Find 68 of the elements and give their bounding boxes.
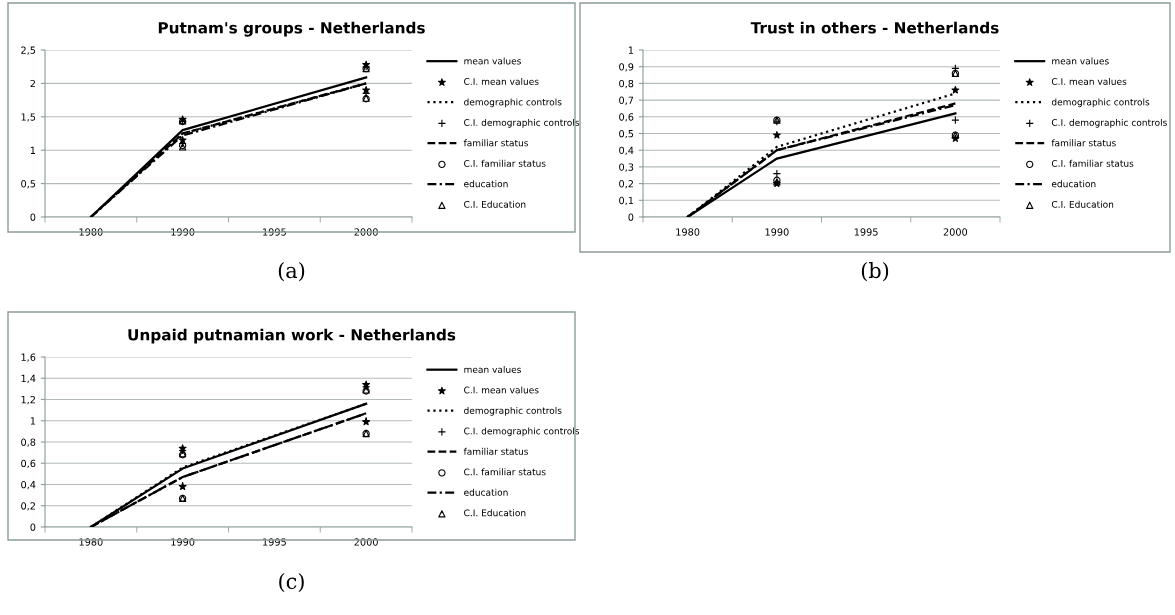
legend-label: demographic controls (1051, 98, 1150, 108)
y-tick-label: 0,9 (619, 63, 634, 72)
chart-title: Putnam's groups - Netherlands (158, 21, 425, 37)
x-tick-label: 1990 (171, 228, 195, 236)
x-tick-label: 1995 (854, 228, 878, 236)
y-tick-label: 0,2 (619, 180, 633, 189)
chart-title: Trust in others - Netherlands (750, 21, 999, 34)
x-tick-label: 1980 (79, 228, 103, 236)
x-tick-label: 2000 (354, 228, 378, 236)
legend-label: education (464, 488, 508, 496)
y-tick-label: 0,2 (21, 502, 35, 511)
y-tick-label: 0,8 (21, 438, 36, 447)
x-tick-label: 1990 (171, 538, 195, 546)
legend-label: education (1051, 180, 1096, 188)
legend-label: C.I. familiar status (464, 159, 546, 167)
text: (b) (861, 262, 889, 282)
y-tick-label: 2 (30, 79, 35, 88)
legend-label: C.I. familiar status (1051, 159, 1134, 167)
x-tick-label: 1980 (676, 228, 700, 236)
legend-label: C.I. familiar status (464, 468, 546, 476)
y-tick-label: 0,3 (619, 163, 634, 172)
y-tick-label: 0,4 (21, 480, 36, 490)
y-tick-label: 0,5 (619, 129, 634, 139)
text: (c) (279, 572, 304, 592)
legend-label: C.I. Education (464, 200, 526, 208)
legend-label: mean values (464, 365, 521, 373)
legend-label: demographic controls (464, 406, 562, 416)
x-tick-label: 2000 (354, 538, 378, 546)
y-tick-label: 0,5 (21, 180, 36, 189)
x-tick-label: 1995 (263, 538, 286, 546)
legend-label: C.I. demographic controls (1051, 118, 1167, 128)
legend-label: C.I. demographic controls (464, 118, 580, 128)
chart-title: Unpaid putnamian work - Netherlands (128, 328, 456, 344)
legend-label: C.I. Education (464, 509, 526, 517)
text: (a) (278, 262, 305, 282)
y-tick-label: 1 (30, 146, 36, 154)
y-tick-label: 1,6 (21, 353, 36, 362)
y-tick-label: 0,8 (619, 79, 634, 89)
y-tick-label: 0,4 (619, 146, 634, 156)
x-tick-label: 1990 (765, 228, 789, 236)
x-tick-label: 1980 (79, 538, 103, 546)
legend-label: familiar status (463, 139, 529, 147)
y-tick-label: 1,2 (21, 395, 35, 405)
legend-label: C.I. mean values (464, 77, 539, 85)
y-tick-label: 0,1 (619, 196, 634, 206)
y-tick-label: 0 (628, 213, 634, 221)
y-tick-label: 2,5 (21, 46, 36, 55)
legend-label: C.I. Education (1051, 200, 1114, 208)
y-tick-label: 0 (30, 213, 36, 221)
legend-label: C.I. mean values (1051, 77, 1127, 85)
legend-label: C.I. demographic controls (464, 427, 580, 437)
y-tick-label: 1 (628, 46, 634, 54)
legend-label: demographic controls (464, 98, 562, 108)
y-tick-label: 1 (30, 417, 36, 425)
x-tick-label: 1995 (263, 228, 286, 236)
y-tick-label: 0,7 (619, 96, 634, 105)
y-tick-label: 0,6 (619, 113, 634, 122)
legend-label: mean values (1052, 57, 1109, 65)
legend-label: mean values (464, 57, 521, 65)
legend-label: C.I. mean values (464, 386, 539, 394)
legend-label: familiar status (463, 447, 529, 455)
y-tick-label: 1,4 (21, 374, 36, 384)
legend-label: familiar status (1051, 139, 1116, 147)
legend-label: education (464, 180, 508, 188)
y-tick-label: 1,5 (21, 113, 36, 122)
x-tick-label: 2000 (943, 228, 968, 236)
y-tick-label: 0 (30, 523, 36, 531)
y-tick-label: 0,6 (21, 459, 36, 469)
